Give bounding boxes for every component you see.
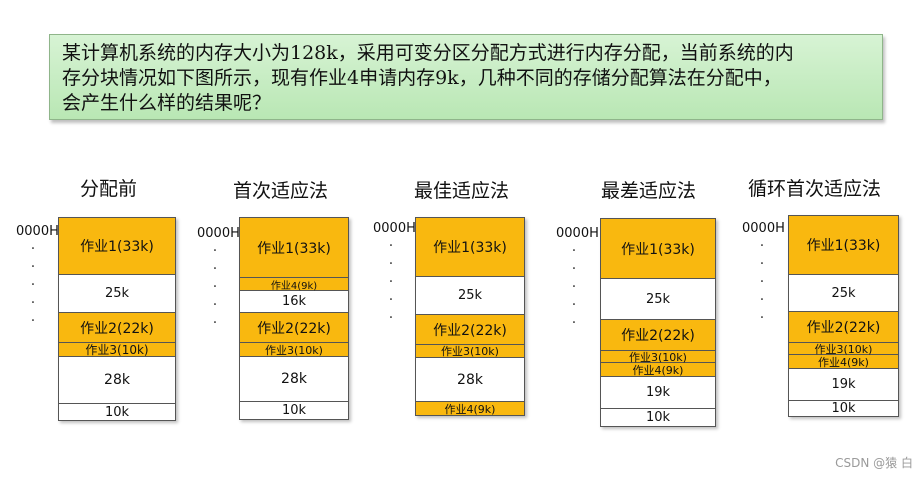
column-title: 循环首次适应法	[748, 178, 882, 200]
job-block: 作业2(22k)	[601, 320, 715, 351]
job-block: 作业2(22k)	[789, 312, 898, 343]
free-block: 10k	[601, 409, 715, 426]
start-address: 0000H	[197, 226, 240, 241]
job-block: 作业1(33k)	[416, 218, 524, 277]
job-block: 作业3(10k)	[789, 343, 898, 356]
column-title: 最佳适应法	[414, 180, 510, 202]
job-block: 作业2(22k)	[416, 315, 524, 345]
continuation-dots: · · · · ·	[212, 243, 218, 331]
continuation-dots: · · · · ·	[571, 243, 577, 331]
free-block: 10k	[240, 402, 348, 419]
free-block: 19k	[789, 369, 898, 401]
column-title: 最差适应法	[601, 180, 697, 202]
column-title: 分配前	[80, 178, 138, 200]
job-block: 作业3(10k)	[240, 343, 348, 357]
question-line-2: 存分块情况如下图所示，现有作业4申请内存9k，几种不同的存储分配算法在分配中，	[62, 67, 782, 89]
question-line-1: 某计算机系统的内存大小为128k，采用可变分区分配方式进行内存分配，当前系统的内	[62, 42, 794, 64]
continuation-dots: · · · · ·	[30, 241, 36, 329]
free-block: 10k	[789, 401, 898, 416]
job-block: 作业1(33k)	[59, 218, 175, 275]
memory-stack: 作业1(33k) 25k 作业2(22k) 作业3(10k) 作业4(9k) 19k 10k	[600, 218, 716, 427]
job-block: 作业1(33k)	[789, 216, 898, 275]
free-block: 28k	[59, 357, 175, 404]
job-block: 作业2(22k)	[240, 313, 348, 343]
free-block: 25k	[789, 275, 898, 312]
column-title: 首次适应法	[233, 180, 329, 202]
free-block: 25k	[416, 277, 524, 315]
job-block: 作业1(33k)	[601, 219, 715, 279]
free-block: 19k	[601, 377, 715, 409]
free-block: 25k	[601, 279, 715, 320]
start-address: 0000H	[16, 224, 59, 239]
memory-stack: 作业1(33k) 作业4(9k) 16k 作业2(22k) 作业3(10k) 28k 10k	[239, 217, 349, 420]
job-block: 作业2(22k)	[59, 313, 175, 343]
continuation-dots: · · · · ·	[388, 238, 394, 326]
job-block: 作业4(9k)	[240, 278, 348, 292]
start-address: 0000H	[373, 221, 416, 236]
free-block: 25k	[59, 275, 175, 313]
start-address: 0000H	[556, 226, 599, 241]
job-block: 作业3(10k)	[416, 345, 524, 358]
continuation-dots: · · · · ·	[759, 238, 765, 326]
job-block: 作业4(9k)	[601, 363, 715, 377]
watermark: CSDN @猿 白	[835, 456, 913, 470]
job-block: 作业3(10k)	[59, 343, 175, 357]
memory-stack: 作业1(33k) 25k 作业2(22k) 作业3(10k) 作业4(9k) 19k 10k	[788, 215, 899, 417]
question-box: 某计算机系统的内存大小为128k，采用可变分区分配方式进行内存分配，当前系统的内…	[49, 34, 883, 120]
free-block: 10k	[59, 404, 175, 420]
free-block: 16k	[240, 291, 348, 313]
memory-stack: 作业1(33k) 25k 作业2(22k) 作业3(10k) 28k 10k	[58, 217, 176, 421]
job-block: 作业3(10k)	[601, 351, 715, 364]
free-block: 28k	[416, 358, 524, 402]
job-block: 作业1(33k)	[240, 218, 348, 278]
question-line-3: 会产生什么样的结果呢？	[62, 92, 272, 114]
job-block: 作业4(9k)	[416, 402, 524, 416]
job-block: 作业4(9k)	[789, 355, 898, 369]
start-address: 0000H	[742, 221, 785, 236]
free-block: 28k	[240, 357, 348, 402]
memory-stack: 作业1(33k) 25k 作业2(22k) 作业3(10k) 28k 作业4(9k)	[415, 217, 525, 416]
